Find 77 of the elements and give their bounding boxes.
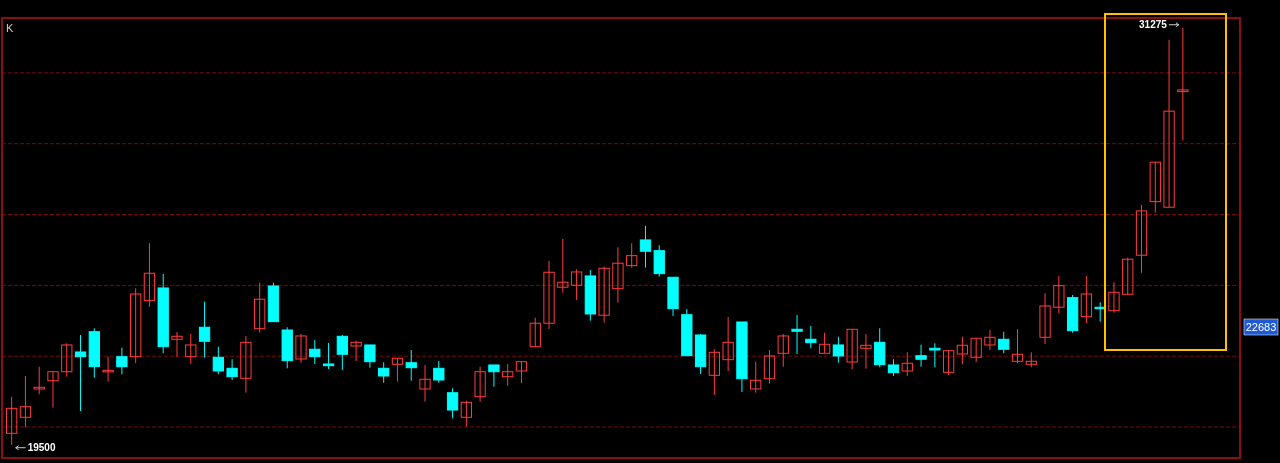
candlestick — [102, 356, 114, 383]
candlestick — [378, 361, 390, 384]
candlestick — [502, 363, 514, 387]
candlestick — [998, 331, 1010, 354]
candlestick — [1163, 39, 1175, 208]
candlestick — [791, 314, 803, 355]
candlestick — [874, 327, 886, 368]
candlestick — [763, 349, 776, 385]
candlestick — [446, 387, 459, 419]
candlestick — [364, 344, 376, 369]
candlestick — [1122, 257, 1134, 295]
candlestick — [1080, 275, 1093, 324]
candlestick — [391, 357, 404, 383]
candlestick — [708, 348, 721, 396]
candlestick — [226, 358, 238, 381]
candlestick — [240, 335, 252, 394]
candlestick — [805, 325, 817, 349]
candlestick — [433, 360, 445, 384]
candlestick — [750, 361, 762, 394]
candlestick — [984, 329, 996, 351]
candlestick — [557, 238, 569, 294]
candlestick — [1053, 275, 1065, 314]
candlestick — [860, 333, 872, 370]
candlestick — [322, 342, 335, 370]
candlestick — [942, 350, 955, 376]
candlestick — [474, 366, 486, 403]
candlestick — [488, 364, 500, 388]
candlestick — [653, 244, 665, 278]
annotation: 31275 — [1139, 19, 1168, 31]
candlestick — [626, 242, 638, 269]
candlestick — [47, 371, 59, 409]
candlestick — [1149, 161, 1161, 214]
candlestick — [529, 317, 541, 348]
candlestick — [198, 301, 211, 359]
candlestick — [612, 246, 624, 304]
candlestick — [419, 364, 431, 403]
candlestick — [1039, 292, 1051, 345]
candlestick — [846, 328, 858, 370]
candlestick — [1011, 328, 1024, 364]
candlestick — [130, 287, 142, 364]
candlestick — [1135, 204, 1148, 274]
candlestick — [254, 282, 266, 334]
candlestick — [74, 334, 87, 412]
candlestick — [295, 333, 307, 364]
candlestick — [460, 400, 472, 428]
annotation: 19500 — [27, 442, 56, 454]
candlestick — [598, 266, 610, 324]
candlestick — [777, 333, 789, 368]
candlestick — [818, 332, 831, 354]
candlestick — [639, 225, 652, 269]
candlestick — [171, 331, 183, 358]
candlestick — [570, 268, 583, 301]
annotation: K — [6, 22, 14, 34]
candlestick — [212, 346, 224, 375]
candlestick — [915, 344, 927, 368]
candlestick — [1177, 27, 1189, 142]
candlestick — [901, 351, 913, 377]
candlestick — [929, 342, 941, 368]
candlestick — [309, 339, 321, 365]
candlestick — [970, 337, 982, 363]
candlestick — [832, 336, 845, 364]
candlestick — [515, 361, 528, 384]
text: 22683 — [1245, 320, 1277, 333]
candlestick — [722, 316, 734, 372]
candlestick — [1108, 281, 1120, 314]
candlestick — [143, 242, 156, 308]
candlestick — [116, 347, 128, 375]
candlestick — [33, 366, 45, 395]
candlestick — [185, 333, 197, 365]
candlestick — [61, 342, 73, 378]
candlestick — [6, 396, 18, 446]
candlestick — [350, 340, 362, 362]
candlestick — [336, 334, 348, 371]
candlestick — [19, 375, 32, 428]
candlestick — [543, 260, 555, 330]
candlestick — [956, 336, 969, 365]
candlestick — [405, 349, 417, 382]
